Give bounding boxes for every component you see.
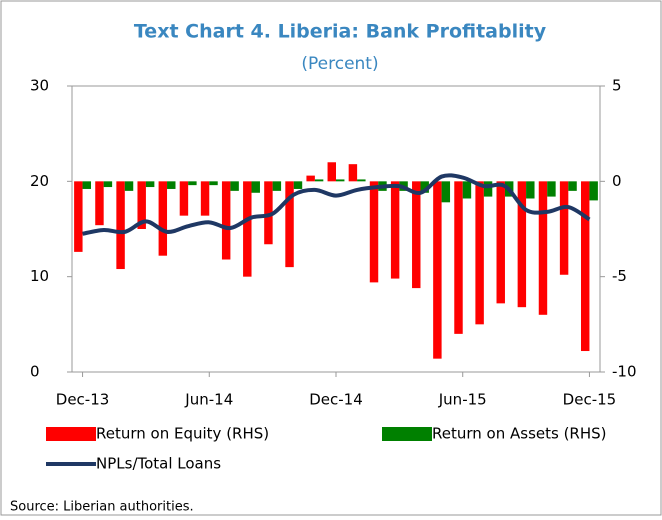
line xyxy=(82,173,591,236)
y2-tick-label: 5 xyxy=(612,77,622,95)
bar xyxy=(589,181,598,201)
bar xyxy=(475,181,484,325)
y-tick-label: 0 xyxy=(30,363,40,381)
bar xyxy=(483,181,493,197)
x-tick-label: Dec-14 xyxy=(309,391,363,409)
bar xyxy=(538,181,548,315)
y-tick-label: 20 xyxy=(30,172,49,190)
bar xyxy=(293,181,303,189)
legend-label: NPLs/Total Loans xyxy=(96,455,221,473)
bar xyxy=(348,164,358,182)
chart-subtitle: (Percent) xyxy=(301,54,378,74)
bar xyxy=(221,181,231,260)
bar xyxy=(517,181,527,308)
x-tick-label: Dec-13 xyxy=(56,391,110,409)
bar xyxy=(251,181,260,193)
bar xyxy=(559,181,569,275)
bar xyxy=(82,181,92,189)
bar xyxy=(496,181,505,304)
y2-tick-label: -5 xyxy=(612,267,627,285)
legend-label: Return on Equity (RHS) xyxy=(96,425,269,443)
legend-swatch xyxy=(46,427,96,441)
bar xyxy=(230,181,239,191)
bar xyxy=(243,181,252,277)
bar xyxy=(179,181,189,216)
y-tick-label: 10 xyxy=(30,267,49,285)
bar xyxy=(547,181,556,197)
source: Source: Liberian authorities. xyxy=(10,500,194,515)
bar xyxy=(264,181,273,245)
bar xyxy=(580,181,590,352)
bar xyxy=(327,162,336,182)
y2-tick-label: 0 xyxy=(612,172,622,190)
bar xyxy=(188,181,197,186)
bar xyxy=(369,181,379,283)
chart-title: Text Chart 4. Liberia: Bank Profitablity xyxy=(134,21,547,43)
bar xyxy=(137,181,146,229)
bar xyxy=(357,179,366,182)
bar xyxy=(412,181,421,289)
bar xyxy=(116,181,125,270)
bar xyxy=(74,181,83,252)
bar xyxy=(158,181,168,256)
bar xyxy=(433,181,442,359)
bar xyxy=(95,181,104,226)
bar xyxy=(209,181,218,186)
bar xyxy=(306,175,315,182)
bar xyxy=(420,181,429,193)
bar xyxy=(336,179,345,182)
legend-label: Return on Assets (RHS) xyxy=(432,425,607,443)
y2-tick-label: -10 xyxy=(612,363,637,381)
bar xyxy=(314,179,324,182)
bar xyxy=(568,181,577,191)
x-tick-label: Jun-15 xyxy=(438,391,487,409)
bar xyxy=(103,181,113,188)
bar xyxy=(462,181,472,199)
legend-swatch xyxy=(382,427,432,441)
bar xyxy=(200,181,210,216)
bar xyxy=(272,181,282,191)
bar xyxy=(124,181,134,191)
bar xyxy=(167,181,176,189)
x-tick-label: Dec-15 xyxy=(563,391,617,409)
bar xyxy=(526,181,535,199)
x-tick-label: Jun-14 xyxy=(184,391,233,409)
bar xyxy=(441,181,451,203)
bar xyxy=(454,181,463,334)
y-tick-label: 30 xyxy=(30,77,49,95)
bar xyxy=(145,181,155,188)
bar xyxy=(390,181,400,279)
bar xyxy=(285,181,294,268)
